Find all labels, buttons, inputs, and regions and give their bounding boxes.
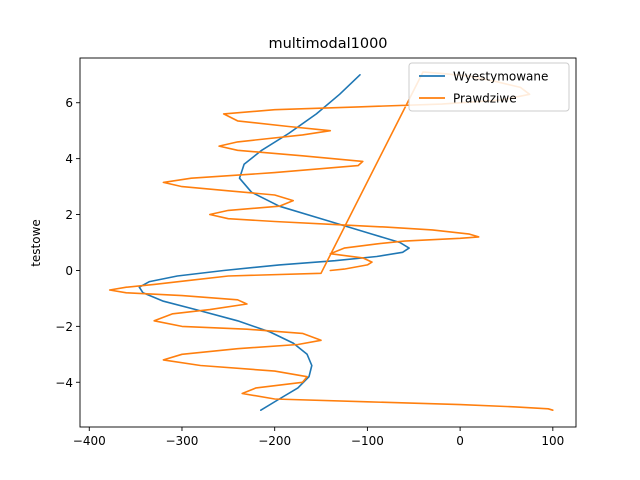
y-axis-label: testowe: [29, 219, 43, 267]
y-tick-label: 6: [65, 96, 73, 110]
y-tick-label: 2: [65, 208, 73, 222]
x-tick-label: −200: [258, 434, 291, 448]
legend: Wyestymowane Prawdziwe: [408, 62, 570, 112]
plot-frame: [79, 57, 577, 428]
legend-box: [408, 62, 570, 112]
y-tick-label: 4: [65, 152, 73, 166]
x-tick-label: −100: [351, 434, 384, 448]
series-line-0: [138, 74, 410, 412]
x-tick-label: 100: [541, 434, 564, 448]
y-tick-label: −2: [55, 320, 73, 334]
y-tick-label: 0: [65, 264, 73, 278]
y-tick-label: −4: [55, 376, 73, 390]
x-tick-label: −300: [165, 434, 198, 448]
chart-title: multimodal1000: [268, 36, 387, 52]
x-tick-label: −400: [73, 434, 106, 448]
legend-label-0: Wyestymowane: [453, 70, 548, 84]
legend-label-1: Prawdziwe: [453, 92, 517, 106]
x-tick-label: 0: [456, 434, 464, 448]
